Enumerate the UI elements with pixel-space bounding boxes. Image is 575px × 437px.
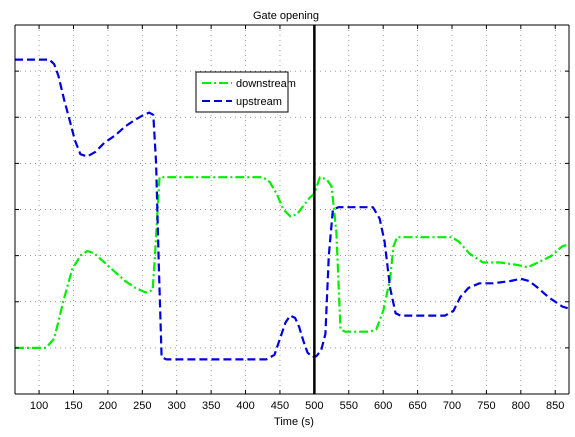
series-line-upstream: [15, 58, 570, 361]
x-tick-label-650: 650: [408, 400, 426, 412]
x-tick-label-250: 250: [133, 400, 151, 412]
x-tick-label-750: 750: [477, 400, 495, 412]
chart-title: Gate opening: [253, 10, 319, 22]
series-line-downstream: [15, 176, 570, 349]
x-tick-label-300: 300: [168, 400, 186, 412]
tick-layer: 100 150 200 250 300 350 400 450 500 550 600 650 700 7…: [15, 25, 569, 412]
legend-box: [195, 71, 289, 113]
x-tick-label-500: 500: [305, 400, 323, 412]
x-tick-label-450: 450: [271, 400, 289, 412]
x-tick-label-550: 550: [340, 400, 358, 412]
x-axis-label: Time (s): [274, 416, 314, 428]
series-layer: [15, 58, 570, 361]
x-tick-label-700: 700: [443, 400, 461, 412]
x-tick-label-350: 350: [202, 400, 220, 412]
x-tick-label-200: 200: [99, 400, 117, 412]
x-tick-label-850: 850: [546, 400, 564, 412]
legend-label-upstream: upstream: [236, 96, 282, 108]
x-tick-label-400: 400: [236, 400, 254, 412]
legend: downstream upstream: [195, 71, 296, 113]
x-tick-label-150: 150: [64, 400, 82, 412]
x-tick-label-100: 100: [30, 400, 48, 412]
x-tick-label-800: 800: [512, 400, 530, 412]
x-tick-label-600: 600: [374, 400, 392, 412]
legend-label-downstream: downstream: [236, 78, 296, 90]
